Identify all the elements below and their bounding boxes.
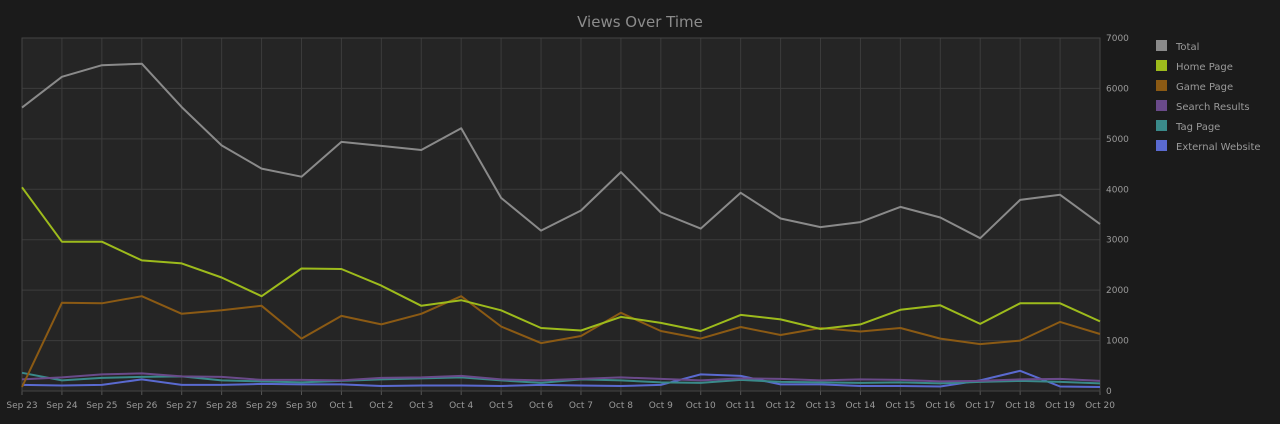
x-tick-label: Oct 9 <box>649 401 673 411</box>
legend-label: Game Page <box>1176 82 1233 93</box>
plot-background <box>22 38 1100 391</box>
y-tick-label: 4000 <box>1106 185 1129 195</box>
x-tick-label: Oct 1 <box>329 401 353 411</box>
legend-swatch <box>1156 120 1167 131</box>
x-tick-label: Sep 24 <box>46 401 78 411</box>
series-line-home-page <box>21 186 1101 332</box>
x-tick-label: Oct 19 <box>1045 401 1075 411</box>
x-tick-label: Oct 8 <box>609 401 633 411</box>
x-tick-label: Oct 14 <box>846 401 876 411</box>
x-tick-label: Oct 7 <box>569 401 593 411</box>
legend-label: Tag Page <box>1175 122 1220 133</box>
series-line-game-page <box>21 295 1101 388</box>
x-tick-label: Oct 4 <box>449 401 473 411</box>
x-tick-label: Oct 3 <box>409 401 433 411</box>
x-tick-label: Sep 26 <box>126 401 158 411</box>
legend-label: External Website <box>1176 142 1261 153</box>
x-tick-label: Oct 16 <box>925 401 955 411</box>
x-tick-label: Oct 15 <box>885 401 915 411</box>
x-tick-label: Sep 25 <box>86 401 117 411</box>
legend-swatch <box>1156 80 1167 91</box>
x-tick-label: Sep 28 <box>206 401 238 411</box>
x-tick-label: Oct 18 <box>1005 401 1035 411</box>
x-tick-label: Sep 23 <box>6 401 37 411</box>
y-axis-labels: 0 1000 2000 3000 4000 5000 6000 7000 <box>1106 34 1129 397</box>
legend-label: Home Page <box>1176 62 1233 73</box>
legend-swatch <box>1156 60 1167 71</box>
y-tick-label: 6000 <box>1106 84 1129 94</box>
grid <box>21 37 1101 395</box>
y-tick-label: 7000 <box>1106 34 1129 44</box>
x-tick-label: Oct 5 <box>489 401 513 411</box>
x-tick-label: Oct 10 <box>686 401 716 411</box>
x-tick-label: Oct 12 <box>766 401 796 411</box>
x-tick-label: Oct 17 <box>965 401 995 411</box>
y-tick-label: 5000 <box>1106 135 1129 145</box>
x-tick-label: Sep 30 <box>286 401 318 411</box>
y-tick-label: 1000 <box>1106 337 1129 347</box>
x-tick-label: Oct 20 <box>1085 401 1115 411</box>
series-line-total <box>21 62 1101 240</box>
y-tick-label: 0 <box>1106 387 1112 397</box>
x-tick-label: Oct 6 <box>529 401 553 411</box>
legend-swatch <box>1156 100 1167 111</box>
series-line-search-results <box>21 372 1101 383</box>
x-tick-label: Sep 29 <box>246 401 278 411</box>
legend-swatch <box>1156 140 1167 151</box>
plot-border <box>21 37 1101 392</box>
x-tick-label: Oct 11 <box>726 401 756 411</box>
x-tick-label: Oct 2 <box>369 401 393 411</box>
y-tick-label: 3000 <box>1106 236 1129 246</box>
legend-swatch <box>1156 40 1167 51</box>
series-lines <box>21 62 1101 388</box>
series-line-tag-page <box>21 371 1101 385</box>
legend: Total Home Page Game Page Search Results Tag… <box>1156 40 1261 153</box>
legend-label: Search Results <box>1176 102 1250 113</box>
legend-label: Total <box>1175 42 1199 53</box>
y-tick-label: 2000 <box>1106 286 1129 296</box>
chart-title: Views Over Time <box>577 13 703 31</box>
series-line-external-website <box>21 369 1101 388</box>
x-axis-labels: Sep 23 Sep 24 Sep 25 Sep 26 Sep 27 Sep 28 Sep … <box>6 401 1115 411</box>
x-tick-label: Oct 13 <box>806 401 836 411</box>
x-tick-label: Sep 27 <box>166 401 197 411</box>
